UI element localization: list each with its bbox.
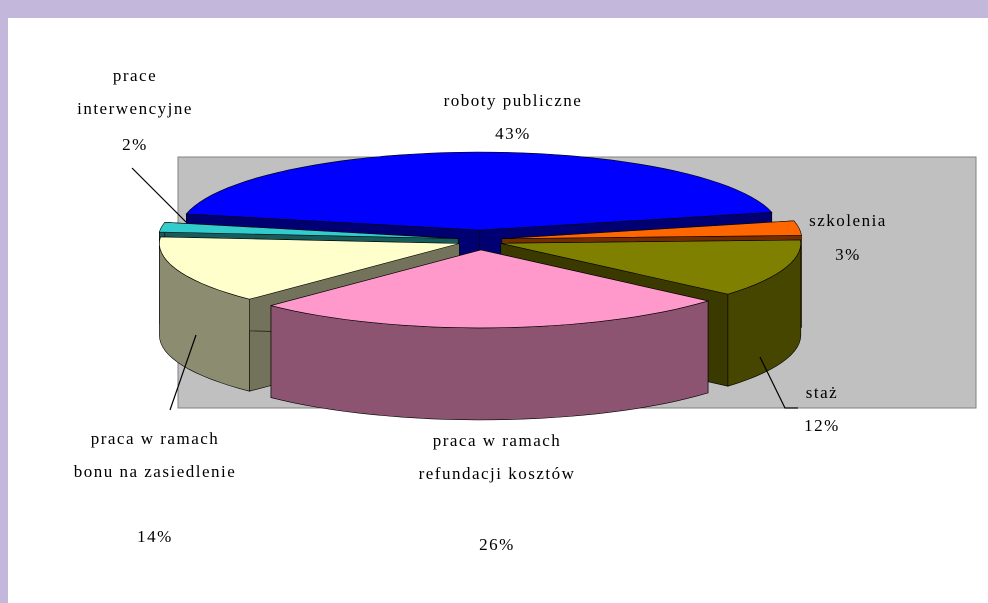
leader-lines (131, 167, 798, 411)
category-label: praca w ramach refundacji kosztów (418, 431, 576, 483)
category-label: roboty publiczne (443, 91, 583, 110)
category-label: szkolenia (809, 211, 887, 230)
pie (158, 151, 802, 421)
category-label: prace interwencyjne (77, 66, 193, 118)
slice-top (270, 249, 709, 329)
value-label: 43% (495, 124, 531, 143)
leader-line (759, 356, 798, 409)
value-label: 3% (835, 245, 861, 264)
leader-line (169, 334, 197, 411)
slice (270, 249, 709, 421)
value-label: 14% (137, 527, 173, 546)
slice-top (501, 220, 802, 239)
value-label: 2% (122, 135, 148, 154)
slice-top (500, 239, 802, 295)
value-label: 12% (804, 416, 840, 435)
value-label: 26% (479, 535, 515, 554)
category-label: staż (805, 383, 839, 402)
slice-top (158, 221, 459, 239)
slice-top (159, 236, 460, 300)
category-label: praca w ramach bonu na zasiedlenie (73, 429, 237, 481)
leader-line (131, 167, 187, 223)
slice-top (185, 151, 773, 231)
